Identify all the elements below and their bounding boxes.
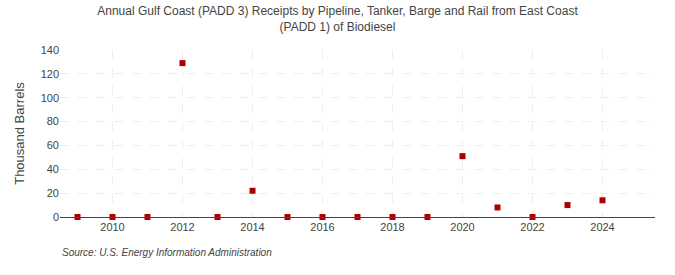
- svg-text:2020: 2020: [450, 221, 474, 233]
- svg-text:2010: 2010: [100, 221, 124, 233]
- svg-text:40: 40: [47, 163, 59, 175]
- svg-text:Thousand Barrels: Thousand Barrels: [12, 82, 27, 185]
- svg-text:140: 140: [41, 44, 59, 56]
- svg-text:2014: 2014: [240, 221, 264, 233]
- svg-text:80: 80: [47, 115, 59, 127]
- svg-text:2018: 2018: [380, 221, 404, 233]
- svg-text:60: 60: [47, 139, 59, 151]
- svg-text:Annual Gulf Coast (PADD 3) Rec: Annual Gulf Coast (PADD 3) Receipts by P…: [97, 4, 578, 34]
- svg-text:2024: 2024: [590, 221, 614, 233]
- svg-text:0: 0: [53, 211, 59, 223]
- svg-text:2016: 2016: [310, 221, 334, 233]
- svg-text:2022: 2022: [520, 221, 544, 233]
- svg-text:2012: 2012: [170, 221, 194, 233]
- svg-text:Source: U.S. Energy Informatio: Source: U.S. Energy Information Administ…: [62, 247, 272, 258]
- svg-text:20: 20: [47, 187, 59, 199]
- svg-text:120: 120: [41, 68, 59, 80]
- svg-text:100: 100: [41, 92, 59, 104]
